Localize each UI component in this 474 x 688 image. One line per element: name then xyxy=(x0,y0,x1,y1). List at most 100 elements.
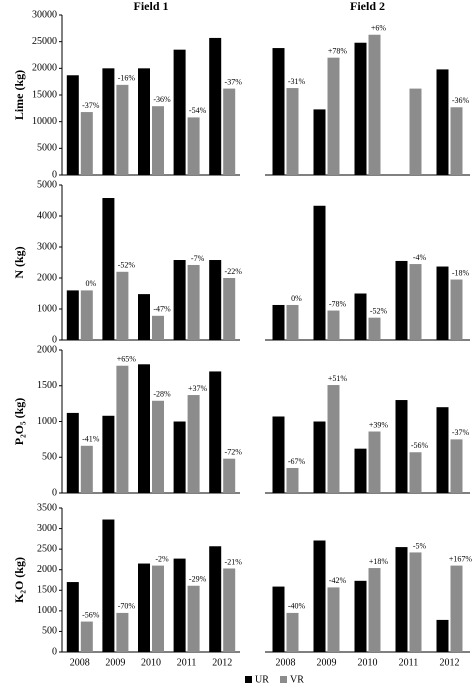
y-tick-label: 2500 xyxy=(37,543,57,554)
y-axis-label: P₂O₅ (kg) xyxy=(12,398,26,446)
bar xyxy=(327,385,340,493)
bar xyxy=(116,271,129,340)
bar xyxy=(286,88,299,175)
y-tick-label: 20000 xyxy=(32,63,57,74)
y-tick-label: 2000 xyxy=(37,344,57,355)
y-axis-label: K₂O (kg) xyxy=(12,557,26,603)
x-tick-label: 2008 xyxy=(276,657,296,668)
bar xyxy=(313,421,326,493)
bar xyxy=(66,290,79,340)
x-tick-label: 2008 xyxy=(70,657,90,668)
bar xyxy=(223,88,236,175)
bar xyxy=(354,293,367,340)
bar-annotation: -54% xyxy=(189,106,207,115)
x-tick-label: 2009 xyxy=(317,657,337,668)
bar xyxy=(368,317,381,340)
y-tick-label: 0 xyxy=(52,487,57,498)
bar xyxy=(102,68,115,175)
bar-annotation: -22% xyxy=(225,267,243,276)
y-tick-label: 1500 xyxy=(37,380,57,391)
y-tick-label: 0 xyxy=(52,334,57,345)
y-tick-label: 1000 xyxy=(37,416,57,427)
bar xyxy=(152,106,164,175)
bar-annotation: -52% xyxy=(370,307,388,316)
y-tick-label: 30000 xyxy=(32,9,57,20)
bar-annotation: -67% xyxy=(288,457,306,466)
bar xyxy=(116,84,129,175)
bar-annotation: -4% xyxy=(413,253,427,262)
bar xyxy=(138,68,150,175)
bar xyxy=(223,568,236,652)
bar xyxy=(152,315,164,340)
bar-annotation: +167% xyxy=(449,554,473,563)
bar-annotation: -28% xyxy=(153,390,171,399)
bar xyxy=(368,431,381,493)
bar-annotation: -16% xyxy=(118,74,136,83)
bar-annotation: -2% xyxy=(155,554,169,563)
bar-annotation: +6% xyxy=(371,24,387,33)
bar xyxy=(138,563,150,652)
bar xyxy=(395,547,408,652)
bar xyxy=(66,412,79,493)
bar xyxy=(368,568,381,652)
bar xyxy=(436,407,449,493)
bar-annotation: -36% xyxy=(153,95,171,104)
bar xyxy=(116,612,129,652)
bar xyxy=(116,365,129,493)
y-axis-label: Lime (kg) xyxy=(12,70,26,120)
legend-swatch xyxy=(245,676,252,683)
bar xyxy=(80,112,93,175)
bar xyxy=(313,109,326,175)
x-tick-label: 2012 xyxy=(212,657,232,668)
bar xyxy=(187,395,200,493)
bar xyxy=(209,260,222,340)
bar-annotation: -18% xyxy=(452,268,470,277)
bar-annotation: -56% xyxy=(82,610,100,619)
bar xyxy=(286,304,299,340)
bar xyxy=(327,57,340,175)
y-tick-label: 1000 xyxy=(37,303,57,314)
bar xyxy=(313,205,326,340)
y-tick-label: 500 xyxy=(42,626,57,637)
bar xyxy=(368,34,381,175)
bar xyxy=(450,439,463,493)
y-tick-label: 25000 xyxy=(32,36,57,47)
bar xyxy=(436,266,449,340)
bar xyxy=(286,612,299,652)
bar xyxy=(272,48,285,175)
bar xyxy=(354,580,367,652)
y-tick-label: 0 xyxy=(52,169,57,180)
bar-annotation: +78% xyxy=(328,46,348,55)
y-tick-label: 5000 xyxy=(37,143,57,154)
bar xyxy=(354,448,367,493)
x-tick-label: 2010 xyxy=(358,657,378,668)
bar-annotation: -37% xyxy=(225,77,243,86)
y-tick-label: 4000 xyxy=(37,210,57,221)
bar xyxy=(327,310,340,340)
bar xyxy=(354,42,367,175)
bar-annotation: -37% xyxy=(452,428,470,437)
bar xyxy=(187,117,200,175)
legend-swatch xyxy=(280,676,287,683)
y-tick-label: 15000 xyxy=(32,89,57,100)
bar xyxy=(409,88,422,175)
bar-annotation: -47% xyxy=(153,305,171,314)
bar-annotation: -52% xyxy=(118,261,136,270)
bar xyxy=(450,107,463,175)
bar-annotation: -7% xyxy=(191,254,205,263)
bar-annotation: -40% xyxy=(288,602,306,611)
bar-annotation: -56% xyxy=(411,441,429,450)
bar xyxy=(102,198,115,340)
bar xyxy=(327,587,340,652)
y-tick-label: 2000 xyxy=(37,564,57,575)
bar xyxy=(138,294,150,340)
y-tick-label: 1500 xyxy=(37,585,57,596)
bar xyxy=(436,69,449,175)
bar-annotation: -21% xyxy=(225,557,243,566)
y-axis-label: N (kg) xyxy=(12,246,26,278)
bar xyxy=(409,552,422,652)
bar xyxy=(409,264,422,340)
bar xyxy=(286,467,299,493)
bar-annotation: 0% xyxy=(85,279,96,288)
